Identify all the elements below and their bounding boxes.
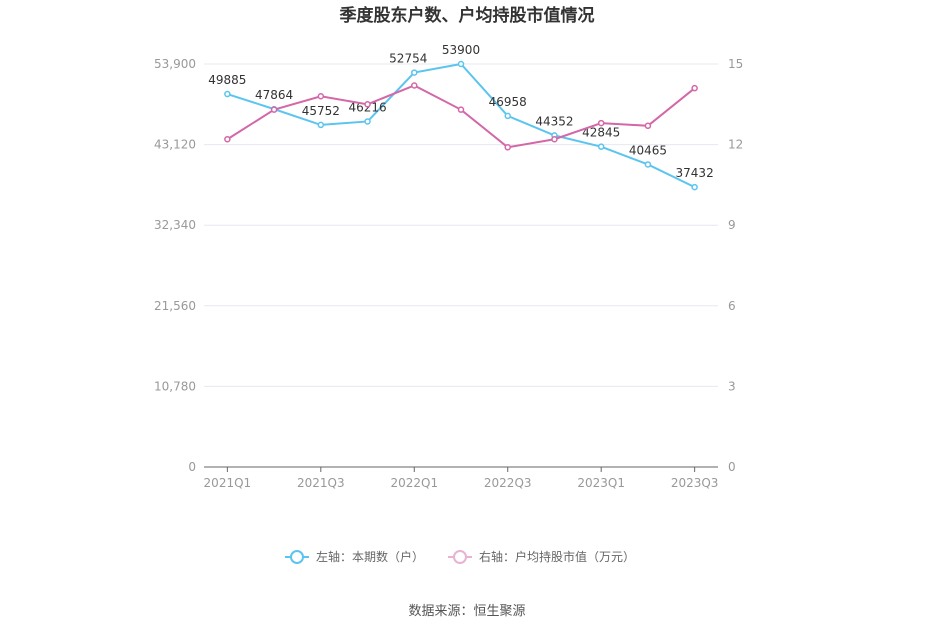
data-point[interactable] xyxy=(644,122,652,130)
data-label: 49885 xyxy=(208,73,246,87)
axes: 0 10,780 21,560 32,340 43,120 53,900 0 3 6 9 12 15 2… xyxy=(154,57,743,490)
data-point[interactable] xyxy=(457,60,465,68)
x-axis-tick-label: 2023Q1 xyxy=(577,476,625,490)
left-axis-tick-label: 53,900 xyxy=(154,57,196,71)
data-label: 37432 xyxy=(676,166,714,180)
left-axis-tick-label: 10,780 xyxy=(154,379,196,393)
data-point[interactable] xyxy=(364,118,371,125)
data-point[interactable] xyxy=(504,112,511,120)
right-axis-tick-label: 0 xyxy=(728,460,736,474)
data-label: 42845 xyxy=(582,126,620,140)
data-label: 52754 xyxy=(389,52,427,66)
data-point[interactable] xyxy=(504,144,511,151)
right-axis-tick-label: 3 xyxy=(728,379,736,393)
x-axis-tick-label: 2023Q3 xyxy=(671,476,719,490)
data-label: 40465 xyxy=(629,143,667,157)
data-point[interactable] xyxy=(597,119,605,127)
series-1: 4988547864457524621652754539004695844352… xyxy=(208,43,714,191)
x-axis-tick-label: 2021Q3 xyxy=(297,476,345,490)
right-axis-tick-label: 15 xyxy=(728,57,743,71)
data-label: 45752 xyxy=(302,104,340,118)
x-axis-tick-label: 2021Q1 xyxy=(204,476,252,490)
data-point[interactable] xyxy=(411,82,418,89)
data-point[interactable] xyxy=(317,92,325,100)
data-point[interactable] xyxy=(317,121,325,129)
x-axis-tick-label: 2022Q1 xyxy=(390,476,438,490)
data-label: 47864 xyxy=(255,88,293,102)
data-point[interactable] xyxy=(364,101,371,108)
legend-item-2[interactable]: 右轴：户均持股市值（万元） xyxy=(448,549,635,564)
data-point[interactable] xyxy=(224,135,231,143)
legend-item-1[interactable]: 左轴：本期数（户） xyxy=(285,549,424,564)
data-point[interactable] xyxy=(691,183,698,191)
x-axis-tick-label: 2022Q3 xyxy=(484,476,532,490)
chart-title: 季度股东户数、户均持股市值情况 xyxy=(340,5,595,26)
data-label: 44352 xyxy=(535,114,573,128)
right-axis-tick-label: 6 xyxy=(728,299,736,313)
data-point[interactable] xyxy=(551,135,558,143)
data-label: 53900 xyxy=(442,43,480,57)
right-axis-tick-label: 12 xyxy=(728,138,743,152)
legend: 左轴：本期数（户） 右轴：户均持股市值（万元） xyxy=(285,549,635,564)
data-point[interactable] xyxy=(691,84,698,92)
data-point[interactable] xyxy=(644,161,652,168)
data-point[interactable] xyxy=(457,106,465,113)
legend-label: 右轴：户均持股市值（万元） xyxy=(479,549,635,564)
series-layer: 4988547864457524621652754539004695844352… xyxy=(208,43,714,191)
data-point[interactable] xyxy=(411,69,418,76)
source-text: 数据来源：恒生聚源 xyxy=(408,604,525,619)
legend-marker xyxy=(453,550,467,564)
data-point[interactable] xyxy=(270,106,278,113)
left-axis-tick-label: 43,120 xyxy=(154,138,196,152)
legend-label: 左轴：本期数（户） xyxy=(316,549,424,564)
left-axis-tick-label: 21,560 xyxy=(154,299,196,313)
data-point[interactable] xyxy=(224,90,231,98)
left-axis-tick-label: 0 xyxy=(188,460,196,474)
data-point[interactable] xyxy=(597,143,605,150)
right-axis-tick-label: 9 xyxy=(728,218,736,232)
left-axis-tick-label: 32,340 xyxy=(154,218,196,232)
series-line xyxy=(227,62,696,189)
data-label: 46958 xyxy=(489,95,527,109)
legend-marker xyxy=(290,550,304,564)
series-2 xyxy=(224,82,698,151)
